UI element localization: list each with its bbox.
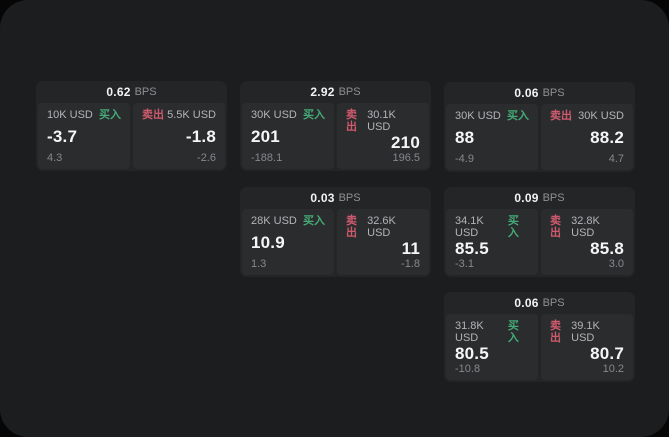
buy-label: 买入: [99, 109, 121, 121]
bps-unit-label: BPS: [542, 297, 565, 309]
quote-card: 0.06 BPS 30K USD 买入 88 -4.9 卖出 30K USD 8…: [444, 82, 635, 172]
bps-unit-label: BPS: [134, 86, 157, 98]
quote-card: 0.09 BPS 34.1K USD 买入 85.5 -3.1 卖出 32.8K…: [444, 187, 635, 277]
buy-delta: -4.9: [455, 153, 474, 165]
buy-delta: 4.3: [47, 152, 63, 164]
bps-value: 0.62: [106, 85, 131, 99]
quote-card: 2.92 BPS 30K USD 买入 201 -188.1 卖出 30.1K …: [240, 81, 431, 171]
bps-header: 2.92 BPS: [242, 81, 429, 103]
bps-unit-label: BPS: [338, 192, 361, 204]
sell-price: 88.2: [590, 127, 624, 147]
buy-price: 10.9: [251, 232, 285, 252]
sell-delta: -2.6: [197, 152, 216, 164]
sell-label: 卖出: [142, 109, 164, 121]
bps-unit-label: BPS: [542, 192, 565, 204]
buy-price: 201: [251, 126, 280, 146]
buy-quote-tile[interactable]: 34.1K USD 买入 85.5 -3.1: [446, 209, 538, 275]
buy-quote-tile[interactable]: 31.8K USD 买入 80.5 -10.8: [446, 314, 538, 380]
sell-size-label: 32.8K USD: [571, 215, 600, 239]
bps-value: 0.03: [310, 191, 335, 205]
bps-header: 0.09 BPS: [446, 187, 633, 209]
sell-quote-tile[interactable]: 卖出 30K USD 88.2 4.7: [541, 104, 633, 170]
buy-delta: -3.1: [455, 258, 474, 270]
bps-header: 0.06 BPS: [446, 82, 633, 104]
sell-size-label: 32.6K USD: [367, 215, 396, 239]
sell-quote-tile[interactable]: 卖出 32.6K USD 11 -1.8: [337, 209, 429, 275]
buy-size-label: 31.8K USD: [455, 320, 484, 344]
buy-price: 85.5: [455, 238, 489, 258]
buy-delta: 1.3: [251, 258, 267, 270]
bps-value: 0.06: [514, 86, 539, 100]
sell-quote-tile[interactable]: 卖出 39.1K USD 80.7 10.2: [541, 314, 633, 380]
buy-delta: -10.8: [455, 363, 481, 375]
sell-label: 卖出: [346, 215, 357, 239]
sell-label: 卖出: [550, 320, 561, 344]
buy-size-label: 10K USD: [47, 109, 93, 121]
sell-delta: 196.5: [392, 152, 420, 164]
buy-quote-tile[interactable]: 30K USD 买入 88 -4.9: [446, 104, 538, 170]
quote-card: 0.62 BPS 10K USD 买入 -3.7 4.3 卖出 5.5K USD…: [36, 81, 227, 171]
sell-delta: 10.2: [602, 363, 624, 375]
buy-label: 买入: [507, 110, 529, 122]
bps-unit-label: BPS: [542, 87, 565, 99]
sell-label: 卖出: [550, 215, 561, 239]
buy-price: 88: [455, 127, 475, 147]
buy-quote-tile[interactable]: 10K USD 买入 -3.7 4.3: [38, 103, 130, 169]
sell-delta: 3.0: [608, 258, 624, 270]
buy-price: 80.5: [455, 343, 489, 363]
bps-header: 0.62 BPS: [38, 81, 225, 103]
buy-quote-tile[interactable]: 28K USD 买入 10.9 1.3: [242, 209, 334, 275]
sell-label: 卖出: [550, 110, 572, 122]
bps-value: 0.09: [514, 191, 539, 205]
buy-size-label: 28K USD: [251, 215, 297, 227]
sell-size-label: 30.1K USD: [367, 109, 396, 133]
bps-header: 0.06 BPS: [446, 292, 633, 314]
buy-size-label: 34.1K USD: [455, 215, 484, 239]
bps-header: 0.03 BPS: [242, 187, 429, 209]
sell-delta: 4.7: [608, 153, 624, 165]
sell-quote-tile[interactable]: 卖出 5.5K USD -1.8 -2.6: [133, 103, 225, 169]
sell-size-label: 30K USD: [578, 110, 624, 122]
bps-unit-label: BPS: [338, 86, 361, 98]
buy-delta: -188.1: [251, 152, 283, 164]
sell-price: 85.8: [590, 238, 624, 258]
buy-size-label: 30K USD: [455, 110, 501, 122]
sell-quote-tile[interactable]: 卖出 30.1K USD 210 196.5: [337, 103, 429, 169]
sell-quote-tile[interactable]: 卖出 32.8K USD 85.8 3.0: [541, 209, 633, 275]
sell-price: 80.7: [590, 343, 624, 363]
buy-price: -3.7: [47, 126, 78, 146]
quote-card: 0.06 BPS 31.8K USD 买入 80.5 -10.8 卖出 39.1…: [444, 292, 635, 382]
sell-label: 卖出: [346, 109, 357, 133]
sell-delta: -1.8: [401, 258, 420, 270]
buy-size-label: 30K USD: [251, 109, 297, 121]
buy-quote-tile[interactable]: 30K USD 买入 201 -188.1: [242, 103, 334, 169]
quote-card: 0.03 BPS 28K USD 买入 10.9 1.3 卖出 32.6K US…: [240, 187, 431, 277]
sell-price: 210: [391, 132, 420, 152]
sell-size-label: 39.1K USD: [571, 320, 600, 344]
buy-label: 买入: [507, 215, 519, 239]
bps-value: 0.06: [514, 296, 539, 310]
sell-size-label: 5.5K USD: [167, 109, 216, 121]
buy-label: 买入: [303, 109, 325, 121]
buy-label: 买入: [507, 320, 519, 344]
buy-label: 买入: [303, 215, 325, 227]
bps-value: 2.92: [310, 85, 335, 99]
sell-price: -1.8: [185, 126, 216, 146]
sell-price: 11: [401, 238, 420, 258]
